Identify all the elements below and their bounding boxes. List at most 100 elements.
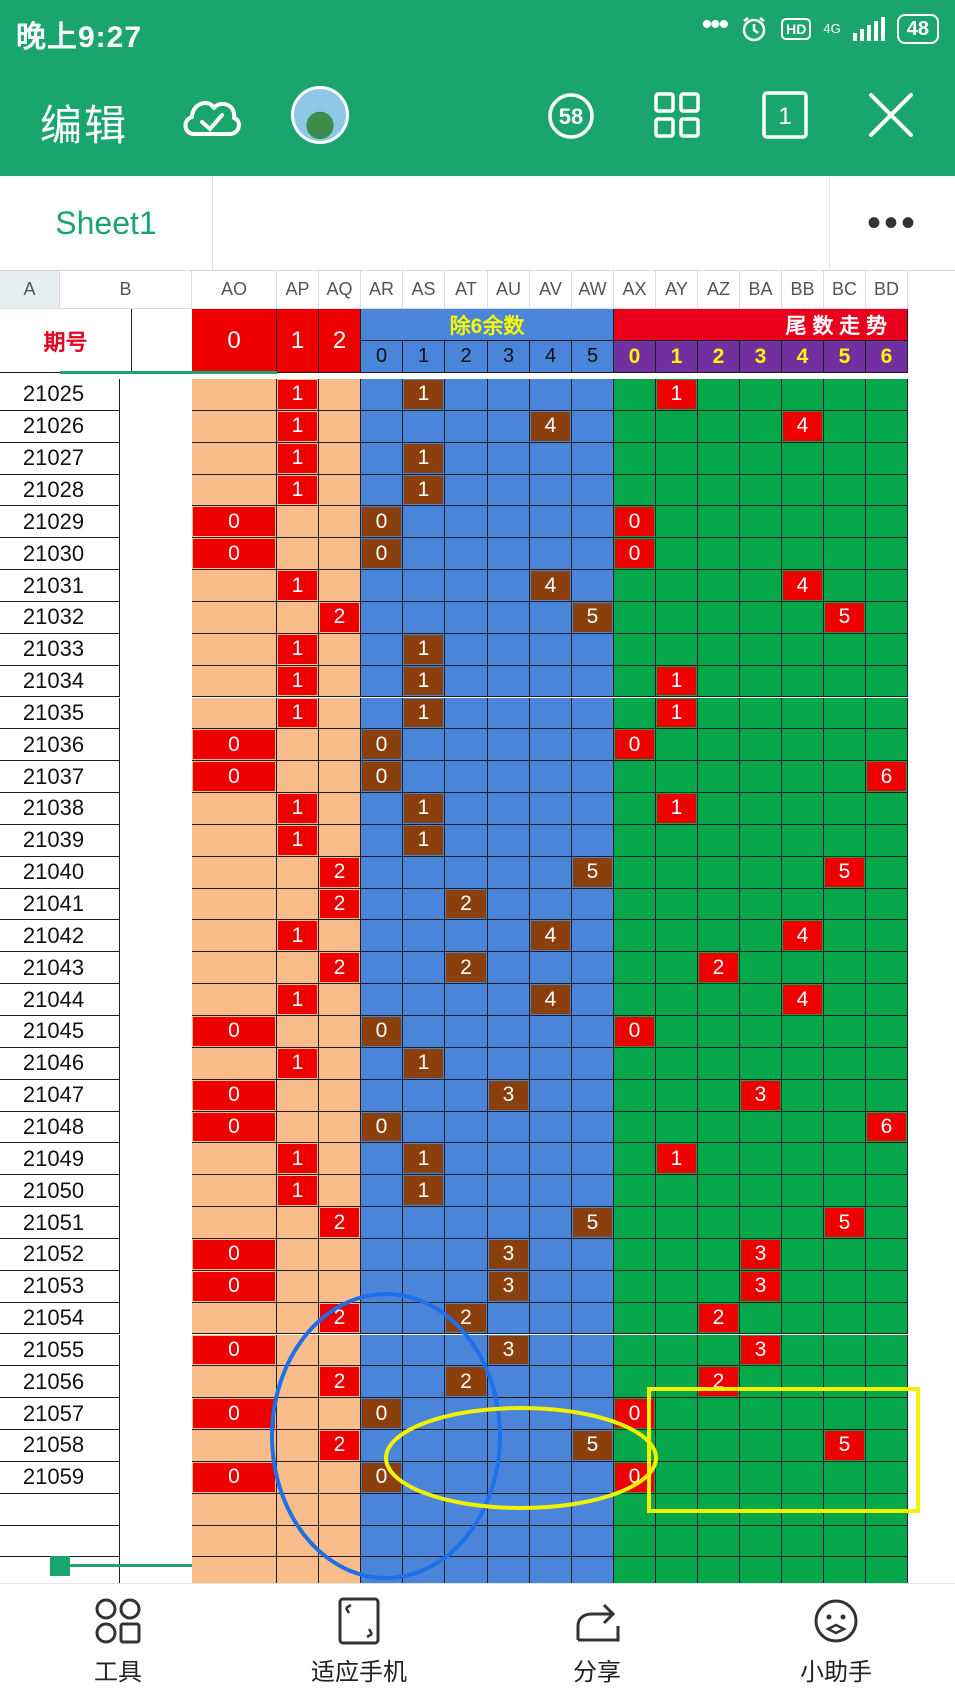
cell-tail-1[interactable] bbox=[656, 1270, 698, 1303]
cell-tail-0[interactable] bbox=[614, 1366, 656, 1399]
cell-mod3-0[interactable]: 0 bbox=[192, 1270, 277, 1303]
cell-mod3-0[interactable] bbox=[192, 1430, 277, 1462]
cell-tail-2[interactable] bbox=[698, 1557, 740, 1583]
cell-mod6-4[interactable] bbox=[530, 1270, 572, 1303]
cell-qihao[interactable]: 21048 bbox=[0, 1111, 120, 1144]
cell-mod6-3[interactable] bbox=[488, 984, 530, 1016]
cell-mod6-4[interactable] bbox=[530, 793, 572, 825]
cell-tail-5[interactable] bbox=[824, 506, 866, 539]
cell-tail-4[interactable] bbox=[782, 761, 824, 794]
cell-tail-1[interactable] bbox=[656, 729, 698, 762]
cell-tail-2[interactable] bbox=[698, 1175, 740, 1208]
header-mod6-5[interactable]: 5 bbox=[572, 341, 614, 373]
cell-qihao[interactable]: 21037 bbox=[0, 761, 120, 794]
cell-tail-4[interactable]: 4 bbox=[782, 920, 824, 953]
cell-tail-4[interactable] bbox=[782, 1175, 824, 1208]
cell-mod3-2[interactable] bbox=[319, 729, 361, 762]
cell-mod6-2[interactable] bbox=[445, 1238, 488, 1271]
cell-mod6-2[interactable] bbox=[445, 633, 488, 666]
cell-mod3-2[interactable] bbox=[319, 1525, 361, 1558]
cell-mod6-3[interactable] bbox=[488, 601, 530, 634]
cell-qihao[interactable]: 21042 bbox=[0, 920, 120, 953]
cell-qihao[interactable]: 21038 bbox=[0, 793, 120, 825]
cell-tail-6[interactable] bbox=[866, 379, 908, 411]
cell-tail-1[interactable] bbox=[656, 1557, 698, 1583]
cell-mod6-5[interactable] bbox=[572, 1366, 614, 1399]
tools-button[interactable]: 工具 bbox=[43, 1596, 193, 1687]
cell-mod3-2[interactable]: 2 bbox=[319, 888, 361, 921]
cell-mod3-2[interactable] bbox=[319, 824, 361, 857]
cell-mod6-2[interactable] bbox=[445, 1207, 488, 1239]
cell-tail-5[interactable]: 5 bbox=[824, 856, 866, 889]
cell-mod6-1[interactable]: 1 bbox=[403, 1175, 445, 1208]
cell-tail-0[interactable] bbox=[614, 1430, 656, 1462]
cell-tail-5[interactable] bbox=[824, 665, 866, 698]
cell-mod3-0[interactable]: 0 bbox=[192, 761, 277, 794]
cell-mod6-0[interactable] bbox=[361, 984, 403, 1016]
column-header-ay[interactable]: AY bbox=[656, 271, 698, 309]
cell-mod6-0[interactable] bbox=[361, 1525, 403, 1558]
cell-mod3-0[interactable] bbox=[192, 1493, 277, 1526]
cell-mod3-0[interactable]: 0 bbox=[192, 1334, 277, 1367]
cell-mod6-3[interactable] bbox=[488, 1493, 530, 1526]
cell-tail-3[interactable] bbox=[740, 824, 782, 857]
cloud-check-icon[interactable] bbox=[180, 88, 244, 144]
cell-mod6-3[interactable] bbox=[488, 570, 530, 602]
cell-mod6-2[interactable] bbox=[445, 1143, 488, 1176]
cell-tail-2[interactable] bbox=[698, 888, 740, 921]
cell-mod6-3[interactable] bbox=[488, 1302, 530, 1335]
cell-tail-3[interactable] bbox=[740, 856, 782, 889]
cell-tail-6[interactable] bbox=[866, 697, 908, 730]
cell-mod6-1[interactable] bbox=[403, 1207, 445, 1239]
cell-tail-5[interactable] bbox=[824, 1493, 866, 1526]
cell-tail-1[interactable] bbox=[656, 1207, 698, 1239]
cell-mod6-2[interactable] bbox=[445, 538, 488, 571]
cell-tail-2[interactable] bbox=[698, 1270, 740, 1303]
grid-icon[interactable] bbox=[652, 90, 702, 140]
cell-tail-0[interactable]: 0 bbox=[614, 538, 656, 571]
cell-qihao[interactable]: 21044 bbox=[0, 984, 120, 1016]
cell-mod6-5[interactable]: 5 bbox=[572, 601, 614, 634]
cell-mod6-0[interactable] bbox=[361, 697, 403, 730]
cell-mod3-0[interactable] bbox=[192, 697, 277, 730]
cell-mod6-0[interactable] bbox=[361, 410, 403, 443]
cell-mod3-1[interactable] bbox=[277, 952, 319, 985]
cell-mod6-2[interactable] bbox=[445, 474, 488, 507]
cell-qihao[interactable]: 21058 bbox=[0, 1430, 120, 1462]
spreadsheet-grid[interactable]: ABAOAPAQARASATAUAVAWAXAYAZBABBBCBD12期号▞▚… bbox=[0, 271, 955, 1583]
cell-mod6-4[interactable] bbox=[530, 506, 572, 539]
header-tail-6[interactable]: 6 bbox=[866, 341, 908, 373]
cell-tail-6[interactable] bbox=[866, 633, 908, 666]
cell-mod6-3[interactable] bbox=[488, 1525, 530, 1558]
cell-tail-4[interactable] bbox=[782, 1111, 824, 1144]
cell-mod6-3[interactable]: 3 bbox=[488, 1238, 530, 1271]
cell-mod3-2[interactable] bbox=[319, 1461, 361, 1494]
cell-tail-2[interactable] bbox=[698, 601, 740, 634]
cell-tail-1[interactable]: 1 bbox=[656, 697, 698, 730]
cell-mod6-2[interactable] bbox=[445, 920, 488, 953]
cell-tail-2[interactable] bbox=[698, 1430, 740, 1462]
cell-qihao[interactable] bbox=[0, 1525, 120, 1558]
cell-tail-4[interactable] bbox=[782, 1461, 824, 1494]
cell-mod3-1[interactable]: 1 bbox=[277, 1143, 319, 1176]
cell-mod6-4[interactable] bbox=[530, 1047, 572, 1080]
cell-qihao[interactable] bbox=[0, 1493, 120, 1526]
cell-tail-6[interactable] bbox=[866, 538, 908, 571]
cell-tail-5[interactable] bbox=[824, 920, 866, 953]
cell-mod6-5[interactable] bbox=[572, 920, 614, 953]
cell-mod6-1[interactable]: 1 bbox=[403, 697, 445, 730]
cell-mod6-1[interactable]: 1 bbox=[403, 824, 445, 857]
cell-mod6-2[interactable] bbox=[445, 697, 488, 730]
cell-mod6-1[interactable] bbox=[403, 570, 445, 602]
cell-mod3-0[interactable]: 0 bbox=[192, 1111, 277, 1144]
cell-mod6-4[interactable] bbox=[530, 824, 572, 857]
cell-mod3-2[interactable] bbox=[319, 984, 361, 1016]
cell-mod6-3[interactable] bbox=[488, 474, 530, 507]
header-mod6-3[interactable]: 3 bbox=[488, 341, 530, 373]
cell-mod3-0[interactable] bbox=[192, 570, 277, 602]
cell-qihao[interactable]: 21027 bbox=[0, 442, 120, 475]
cell-mod6-4[interactable]: 4 bbox=[530, 984, 572, 1016]
cell-qihao[interactable]: 21032 bbox=[0, 601, 120, 634]
cell-tail-4[interactable] bbox=[782, 665, 824, 698]
cell-mod6-0[interactable] bbox=[361, 952, 403, 985]
